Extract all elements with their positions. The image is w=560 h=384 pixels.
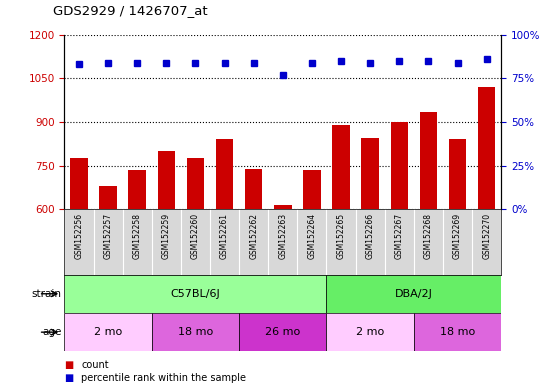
Bar	[274, 205, 292, 209]
Text: GSM152264: GSM152264	[307, 213, 316, 259]
Text: GSM152257: GSM152257	[104, 213, 113, 259]
Text: ■: ■	[64, 360, 74, 370]
Text: GDS2929 / 1426707_at: GDS2929 / 1426707_at	[53, 4, 208, 17]
Text: GSM152263: GSM152263	[278, 213, 287, 259]
Bar	[449, 139, 466, 209]
Text: 18 mo: 18 mo	[440, 327, 475, 337]
Text: count: count	[81, 360, 109, 370]
Text: DBA/2J: DBA/2J	[395, 289, 433, 299]
Text: 26 mo: 26 mo	[265, 327, 300, 337]
Text: GSM152261: GSM152261	[220, 213, 229, 258]
Bar	[216, 139, 234, 209]
Bar	[128, 170, 146, 209]
Bar	[419, 112, 437, 209]
Bar	[245, 169, 263, 209]
Bar	[390, 122, 408, 209]
Text: GSM152265: GSM152265	[337, 213, 346, 259]
Text: GSM152256: GSM152256	[74, 213, 83, 259]
Bar	[332, 125, 350, 209]
Bar	[99, 186, 117, 209]
Bar	[326, 275, 501, 313]
Bar	[64, 313, 152, 351]
Bar	[239, 313, 326, 351]
Bar	[478, 87, 496, 209]
Text: GSM152267: GSM152267	[395, 213, 404, 259]
Bar	[361, 138, 379, 209]
Text: GSM152266: GSM152266	[366, 213, 375, 259]
Text: percentile rank within the sample: percentile rank within the sample	[81, 373, 246, 383]
Bar	[70, 158, 88, 209]
Text: GSM152259: GSM152259	[162, 213, 171, 259]
Bar	[157, 151, 175, 209]
Bar	[326, 313, 414, 351]
Text: GSM152269: GSM152269	[453, 213, 462, 259]
Text: GSM152258: GSM152258	[133, 213, 142, 258]
Text: age: age	[42, 327, 62, 337]
Text: 18 mo: 18 mo	[178, 327, 213, 337]
Bar	[64, 275, 326, 313]
Text: 2 mo: 2 mo	[356, 327, 384, 337]
Text: GSM152260: GSM152260	[191, 213, 200, 259]
Text: GSM152262: GSM152262	[249, 213, 258, 258]
Bar	[152, 313, 239, 351]
Bar	[186, 158, 204, 209]
Text: GSM152268: GSM152268	[424, 213, 433, 258]
Text: C57BL/6J: C57BL/6J	[171, 289, 220, 299]
Bar	[303, 170, 321, 209]
Bar	[414, 313, 501, 351]
Text: strain: strain	[31, 289, 62, 299]
Text: 2 mo: 2 mo	[94, 327, 122, 337]
Text: ■: ■	[64, 373, 74, 383]
Text: GSM152270: GSM152270	[482, 213, 491, 259]
